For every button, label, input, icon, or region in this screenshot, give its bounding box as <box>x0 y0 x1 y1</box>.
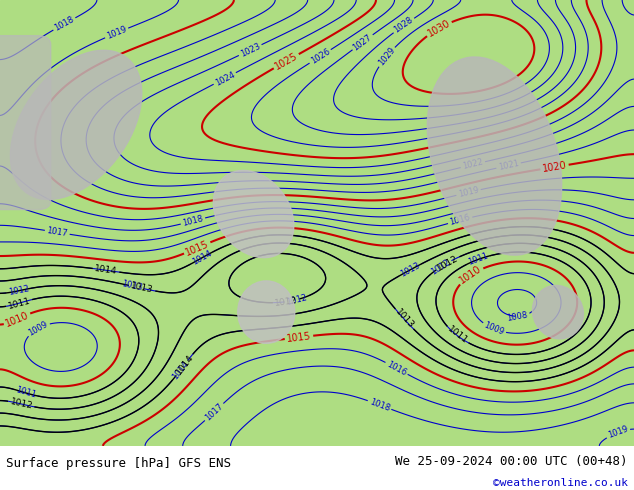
Text: 1022: 1022 <box>462 158 484 172</box>
Text: 1027: 1027 <box>351 32 374 52</box>
Text: 1026: 1026 <box>309 47 332 66</box>
Text: 1010: 1010 <box>4 310 30 328</box>
Text: 1019: 1019 <box>607 425 630 441</box>
Text: 1014: 1014 <box>94 264 118 276</box>
Text: 1017: 1017 <box>204 402 225 422</box>
Text: 1019: 1019 <box>457 186 480 199</box>
Text: 1029: 1029 <box>377 46 397 68</box>
Text: ©weatheronline.co.uk: ©weatheronline.co.uk <box>493 478 628 489</box>
Text: 1014: 1014 <box>174 353 195 376</box>
Text: 1018: 1018 <box>53 15 75 33</box>
FancyBboxPatch shape <box>0 36 51 210</box>
Text: 1012: 1012 <box>8 284 30 297</box>
Text: 1011: 1011 <box>7 296 31 311</box>
Text: 1011: 1011 <box>467 251 489 268</box>
Text: 1024: 1024 <box>214 70 236 87</box>
Text: 1013: 1013 <box>120 279 143 293</box>
Text: 1016: 1016 <box>449 213 472 227</box>
Text: 1012: 1012 <box>435 253 460 272</box>
Text: 1020: 1020 <box>541 160 567 174</box>
Text: 1030: 1030 <box>426 18 452 39</box>
Text: 1025: 1025 <box>273 51 299 72</box>
Ellipse shape <box>10 50 142 199</box>
Text: 1012: 1012 <box>429 257 452 276</box>
Text: 1023: 1023 <box>239 42 262 59</box>
Text: 1009: 1009 <box>27 319 49 338</box>
Ellipse shape <box>427 57 562 255</box>
Text: 1016: 1016 <box>385 359 408 377</box>
Text: 1013: 1013 <box>399 261 422 279</box>
Text: 1015: 1015 <box>286 331 312 343</box>
Text: 1017: 1017 <box>46 226 68 239</box>
Text: 1012: 1012 <box>275 295 298 308</box>
Text: 1010: 1010 <box>458 264 484 286</box>
Text: 1013: 1013 <box>393 308 415 331</box>
Text: We 25-09-2024 00:00 UTC (00+48): We 25-09-2024 00:00 UTC (00+48) <box>395 455 628 468</box>
Text: 1012: 1012 <box>9 397 34 411</box>
Text: 1011: 1011 <box>14 386 37 400</box>
Text: 1015: 1015 <box>184 239 210 257</box>
Text: 1018: 1018 <box>181 214 204 228</box>
Text: 1009: 1009 <box>482 321 505 337</box>
Ellipse shape <box>533 286 583 339</box>
Text: 1008: 1008 <box>506 310 529 322</box>
Text: 1014: 1014 <box>190 249 213 267</box>
Text: 1012: 1012 <box>285 293 308 307</box>
Ellipse shape <box>214 171 294 258</box>
Text: 1021: 1021 <box>497 159 520 172</box>
Text: Surface pressure [hPa] GFS ENS: Surface pressure [hPa] GFS ENS <box>6 457 231 470</box>
Text: 1018: 1018 <box>368 397 391 413</box>
Ellipse shape <box>238 281 295 343</box>
Text: 1011: 1011 <box>446 325 469 346</box>
Text: 1028: 1028 <box>392 16 415 35</box>
Text: 1019: 1019 <box>105 24 128 41</box>
Text: 1014: 1014 <box>171 359 190 381</box>
Text: 1013: 1013 <box>130 282 154 295</box>
